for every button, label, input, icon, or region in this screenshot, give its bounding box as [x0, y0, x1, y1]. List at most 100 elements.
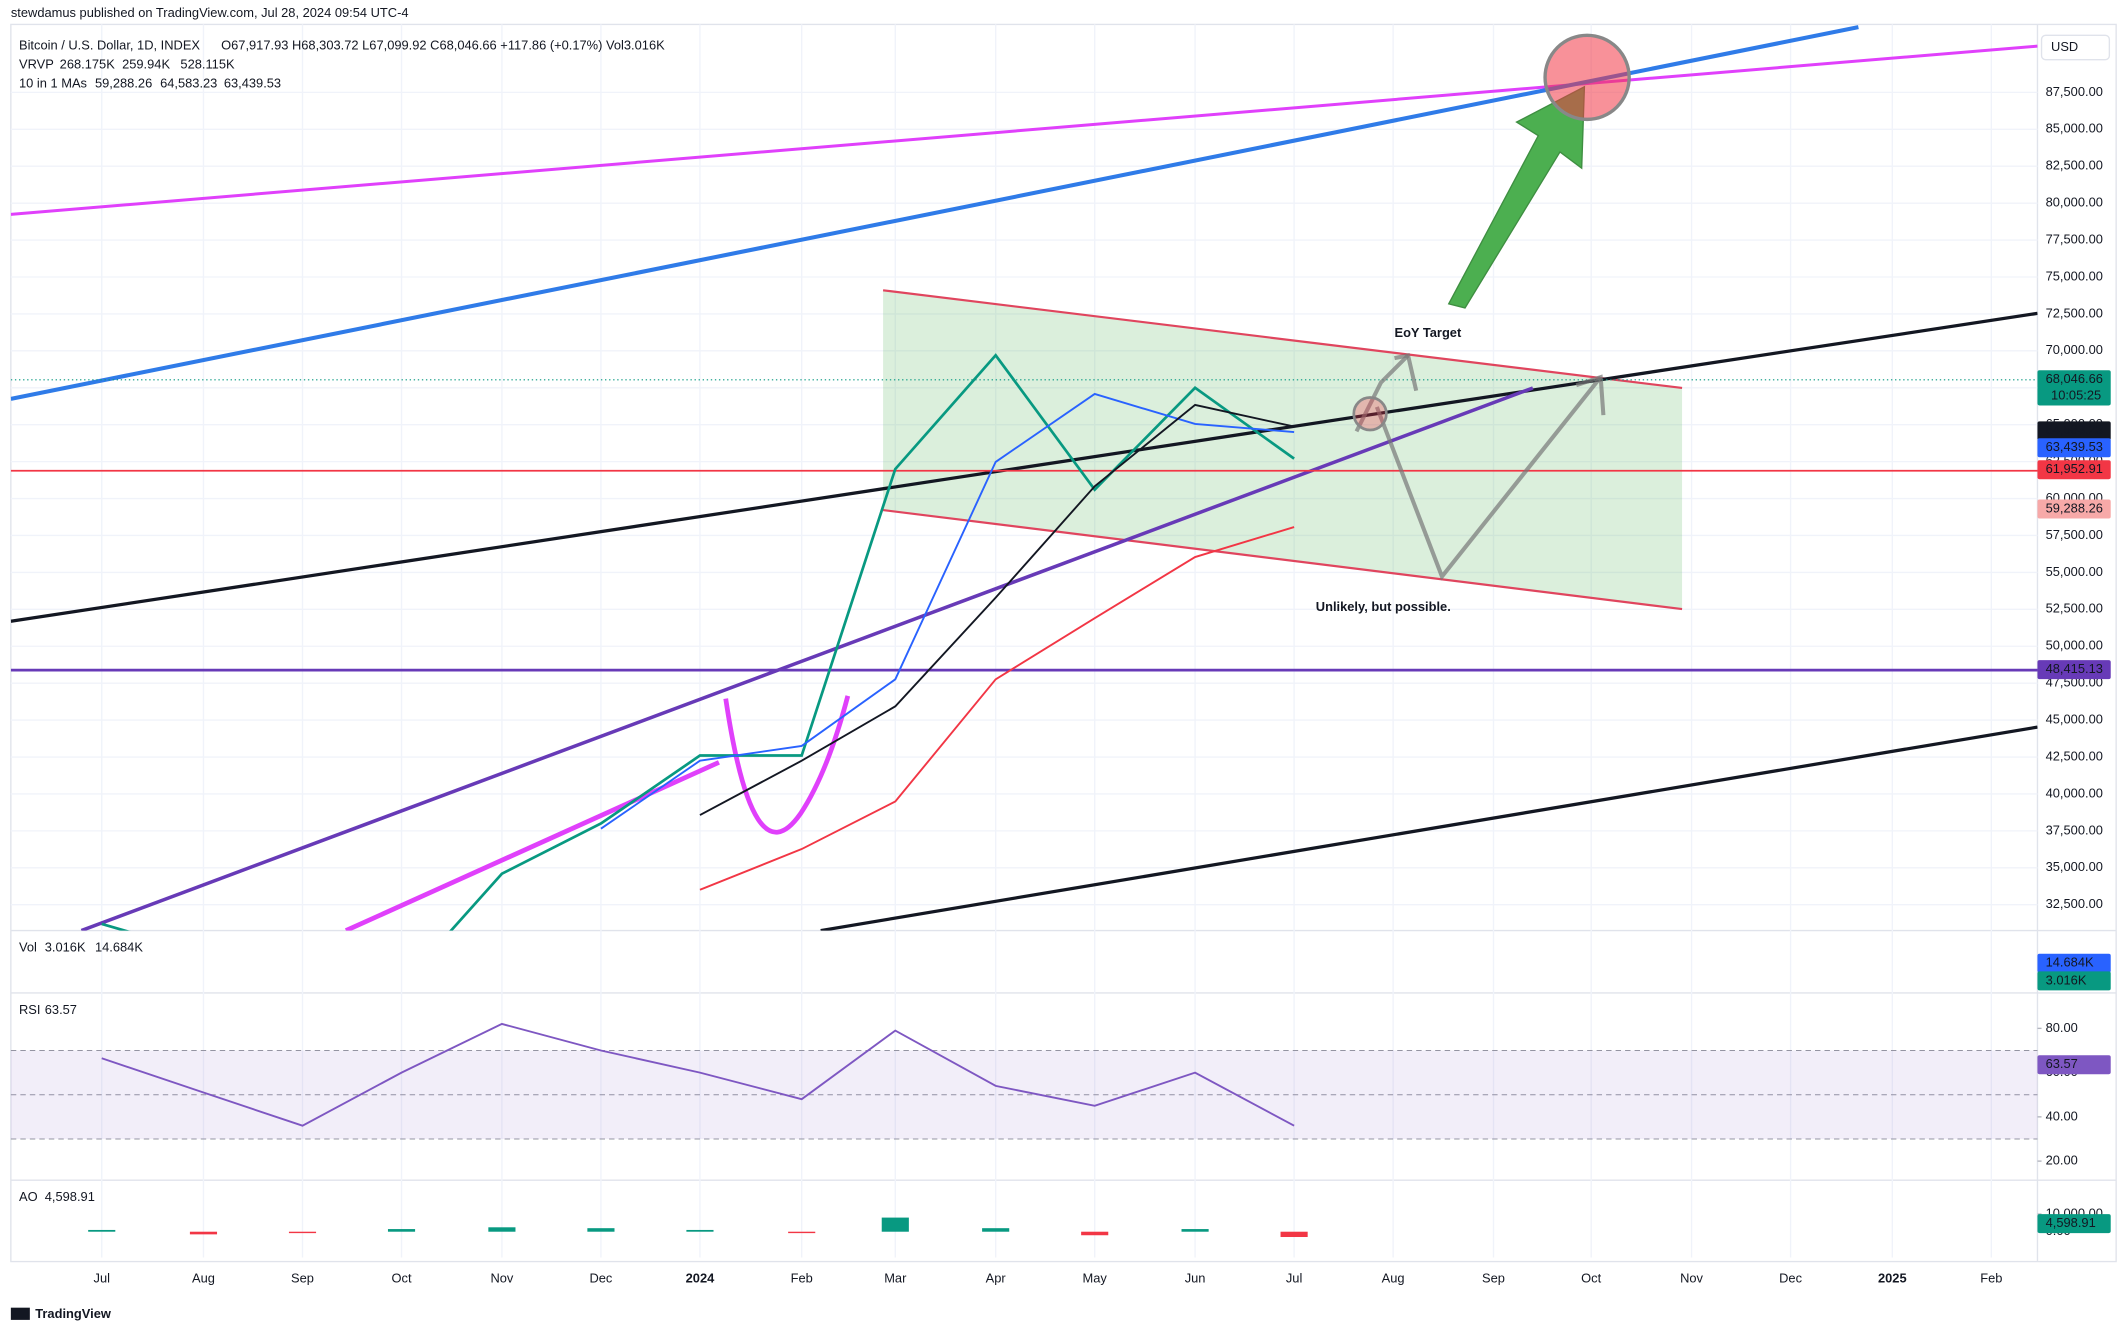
price-badge: [2037, 438, 2111, 458]
pane-title: RSI: [19, 1002, 40, 1017]
price-badge: [2037, 1055, 2111, 1075]
y-tick-label: 40.00: [2046, 1108, 2078, 1123]
y-tick-label: 35,000.00: [2046, 859, 2103, 874]
price-badge: [2037, 953, 2111, 973]
ao-bar: [881, 1217, 909, 1232]
sub-series: [88, 1022, 1308, 1238]
price-badge-label: 63,439.53: [2046, 439, 2103, 454]
y-tick-label: 42,500.00: [2046, 748, 2103, 763]
y-tick-label: 37,500.00: [2046, 822, 2103, 837]
legend-ohlc: O67,917.93 H68,303.72 L67,099.92 C68,046…: [221, 38, 665, 53]
x-tick-label: Oct: [1581, 1271, 1601, 1286]
x-tick-label: Dec: [589, 1271, 612, 1286]
price-badge-label: 4,598.91: [2046, 1215, 2096, 1230]
price-badge-label: 3.016K: [2046, 972, 2087, 987]
pane-title: AO: [19, 1189, 38, 1204]
x-tick-label: Dec: [1779, 1271, 1802, 1286]
x-tick-label: Nov: [1680, 1271, 1703, 1286]
arrow-head: [1575, 374, 1606, 416]
legend-value: 64,583.23: [160, 76, 217, 91]
target-arrow: [1447, 85, 1586, 309]
cup-curve: [723, 695, 851, 835]
ao-bar: [88, 1229, 116, 1232]
marker-circle: [1352, 396, 1388, 432]
ao-bar: [1081, 1231, 1109, 1236]
footer: TradingView: [35, 1306, 112, 1321]
x-tick-label: Mar: [884, 1271, 907, 1286]
trend-line: [10, 311, 2038, 623]
path-arrow: [1374, 375, 1603, 581]
y-tick-label: 77,500.00: [2046, 231, 2103, 246]
legend-value: 3.016K: [45, 940, 86, 955]
y-tick-label: 85,000.00: [2046, 121, 2103, 136]
y-tick-label: 82,500.00: [2046, 158, 2103, 173]
ao-bar: [1181, 1229, 1209, 1232]
legend-value: 268.175K: [60, 57, 116, 72]
series-line: [699, 526, 1295, 891]
ao-bar: [686, 1229, 714, 1232]
x-tick-label: Feb: [791, 1271, 813, 1286]
legend-value: 59,288.26: [95, 76, 152, 91]
currency[interactable]: USD: [2051, 39, 2078, 54]
logo-mark: [10, 1307, 30, 1320]
series-line: [699, 403, 1295, 816]
annotation: EoY Target: [1394, 325, 1461, 340]
grid: [10, 24, 2042, 1258]
legend-symbol: Bitcoin / U.S. Dollar, 1D, INDEX: [19, 38, 200, 53]
series-layer: [88, 353, 1308, 1238]
x-tick-label: Jul: [1286, 1271, 1302, 1286]
x-tick-label: Oct: [392, 1271, 412, 1286]
legend-value: 14.684K: [95, 940, 143, 955]
level-band: [10, 1050, 2038, 1139]
pane-title: Vol: [19, 940, 37, 955]
channel-bottom: [882, 508, 1683, 611]
path-arrow: [1354, 353, 1410, 433]
legend-value: 259.94K: [122, 57, 170, 72]
ao-bar: [587, 1228, 615, 1232]
channel-top: [882, 289, 1683, 390]
y-tick-label: 32,500.00: [2046, 896, 2103, 911]
y-tick-label: 50,000.00: [2046, 638, 2103, 653]
price-badge-label: 48,415.13: [2046, 661, 2103, 676]
y-tick-label: 80.00: [2046, 1020, 2078, 1035]
legend-value: 63,439.53: [224, 76, 281, 91]
price-badge: [2037, 1214, 2111, 1234]
price-badge-label: 59,288.26: [2046, 500, 2103, 515]
legend-value: 63.57: [45, 1002, 77, 1017]
price-badge: [2037, 421, 2111, 441]
ao-bar: [1280, 1231, 1308, 1238]
ao-bar: [288, 1231, 317, 1234]
price-badge-label: 64,583.23: [2046, 422, 2103, 437]
countdown: 10:05:25: [2051, 387, 2101, 402]
pane-frames: [10, 23, 2117, 1263]
x-tick-label: Sep: [291, 1271, 314, 1286]
legend-mas: 10 in 1 MAs: [19, 76, 87, 91]
trend-line: [10, 44, 2038, 216]
x-tick-label: May: [1083, 1271, 1108, 1286]
y-tick-label: 40,000.00: [2046, 785, 2103, 800]
trend-line: [820, 725, 2038, 931]
ao-bar: [788, 1231, 816, 1234]
y-tick-label: 57,500.00: [2046, 527, 2103, 542]
ao-bar: [189, 1231, 218, 1235]
tv-logo: TradingView: [10, 1306, 112, 1321]
series-line: [101, 1022, 1295, 1127]
price-badge-label: 63.57: [2046, 1056, 2078, 1071]
x-tick-label: 2024: [686, 1271, 715, 1286]
y-tick-label: 20.00: [2046, 1153, 2078, 1168]
main-series: [101, 353, 1295, 931]
x-tick-label: Aug: [192, 1271, 215, 1286]
x-tick-label: Apr: [986, 1271, 1007, 1286]
legend-value: 4,598.91: [45, 1189, 95, 1204]
x-tick-label: Feb: [1980, 1271, 2002, 1286]
ao-bar: [387, 1229, 416, 1232]
price-badge: [2037, 971, 2111, 991]
currency-button[interactable]: [2040, 34, 2111, 61]
y-tick-label: 72,500.00: [2046, 305, 2103, 320]
price-badge: [2037, 370, 2111, 406]
publisher: stewdamus published on TradingView.com, …: [11, 5, 409, 20]
arrow-head: [1394, 353, 1419, 392]
